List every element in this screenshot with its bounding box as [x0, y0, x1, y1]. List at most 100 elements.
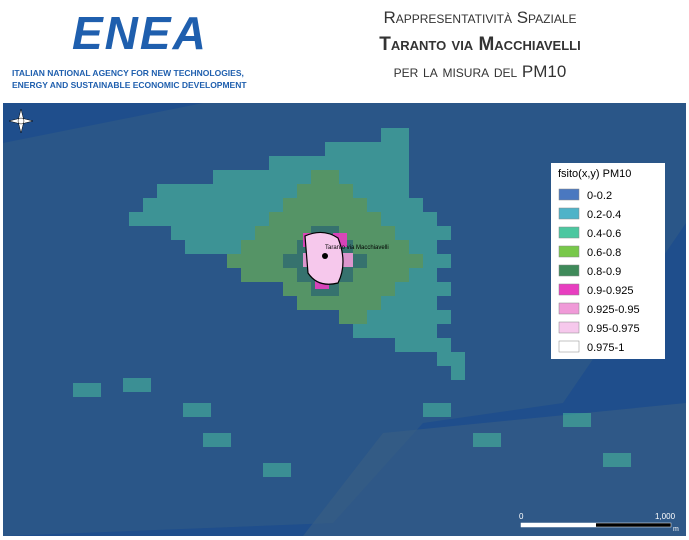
grid-cell	[283, 184, 297, 198]
grid-cell	[297, 170, 311, 184]
grid-cell	[395, 324, 409, 338]
grid-cell	[185, 240, 199, 254]
grid-cell	[283, 254, 297, 268]
grid-cell	[339, 198, 353, 212]
grid-cell	[381, 240, 395, 254]
legend-label: 0.9-0.925	[587, 285, 633, 297]
grid-cell	[255, 184, 269, 198]
grid-cell	[353, 226, 367, 240]
grid-cell	[227, 212, 241, 226]
grid-cell	[381, 142, 395, 156]
grid-cell	[325, 170, 339, 184]
grid-cell	[423, 338, 437, 352]
grid-cell	[437, 254, 451, 268]
grid-cell	[339, 142, 353, 156]
grid-cell	[283, 268, 297, 282]
scale-label: 1,000	[655, 512, 676, 521]
grid-cell	[269, 212, 283, 226]
grid-cell	[367, 310, 381, 324]
grid-cell	[395, 240, 409, 254]
grid-cell	[185, 226, 199, 240]
grid-cell	[157, 198, 171, 212]
grid-cell	[269, 198, 283, 212]
legend-label: 0.4-0.6	[587, 228, 621, 240]
grid-cell	[255, 226, 269, 240]
grid-cell	[395, 128, 409, 142]
grid-cell	[563, 413, 591, 427]
grid-cell	[297, 282, 311, 296]
legend-label: 0.975-1	[587, 342, 624, 354]
grid-cell	[241, 268, 255, 282]
grid-cell	[269, 268, 283, 282]
grid-cell	[395, 310, 409, 324]
grid-cell	[283, 156, 297, 170]
grid-cell	[255, 212, 269, 226]
legend-swatch	[558, 188, 580, 201]
grid-cell	[311, 156, 325, 170]
grid-cell	[325, 184, 339, 198]
grid-cell	[423, 403, 451, 417]
grid-cell	[367, 198, 381, 212]
grid-cell	[241, 198, 255, 212]
grid-cell	[367, 240, 381, 254]
grid-cell	[381, 282, 395, 296]
grid-cell	[263, 463, 291, 477]
grid-cell	[367, 282, 381, 296]
grid-cell	[241, 254, 255, 268]
grid-cell	[381, 324, 395, 338]
grid-cell	[339, 184, 353, 198]
grid-cell	[283, 170, 297, 184]
grid-cell	[339, 296, 353, 310]
grid-cell	[255, 268, 269, 282]
legend-swatch	[558, 302, 580, 315]
grid-cell	[199, 226, 213, 240]
grid-cell	[367, 156, 381, 170]
grid-cell	[339, 310, 353, 324]
grid-cell	[213, 170, 227, 184]
grid-cell	[381, 170, 395, 184]
grid-cell	[381, 268, 395, 282]
legend-label: 0.925-0.95	[587, 304, 640, 316]
grid-cell	[395, 184, 409, 198]
scale-bar	[521, 523, 596, 527]
grid-cell	[381, 254, 395, 268]
grid-cell	[241, 184, 255, 198]
grid-cell	[367, 268, 381, 282]
grid-cell	[311, 296, 325, 310]
grid-cell	[143, 212, 157, 226]
grid-cell	[353, 156, 367, 170]
scale-label: m	[673, 526, 679, 533]
grid-cell	[255, 254, 269, 268]
grid-cell	[473, 433, 501, 447]
grid-cell	[409, 268, 423, 282]
grid-cell	[423, 226, 437, 240]
grid-cell	[353, 198, 367, 212]
grid-cell	[283, 198, 297, 212]
grid-cell	[423, 254, 437, 268]
legend-label: 0-0.2	[587, 190, 612, 202]
legend-swatch	[558, 207, 580, 220]
grid-cell	[367, 324, 381, 338]
grid-cell	[311, 198, 325, 212]
grid-cell	[213, 198, 227, 212]
grid-cell	[409, 296, 423, 310]
grid-cell	[143, 198, 157, 212]
grid-cell	[423, 240, 437, 254]
grid-cell	[353, 170, 367, 184]
grid-cell	[409, 254, 423, 268]
grid-cell	[269, 184, 283, 198]
grid-cell	[283, 240, 297, 254]
grid-cell	[325, 212, 339, 226]
grid-cell	[185, 198, 199, 212]
grid-cell	[297, 212, 311, 226]
grid-cell	[353, 240, 367, 254]
grid-cell	[367, 184, 381, 198]
grid-cell	[325, 296, 339, 310]
grid-cell	[353, 296, 367, 310]
grid-cell	[395, 268, 409, 282]
grid-cell	[353, 310, 367, 324]
grid-cell	[409, 198, 423, 212]
legend-swatch	[558, 321, 580, 334]
grid-cell	[297, 198, 311, 212]
grid-cell	[381, 296, 395, 310]
